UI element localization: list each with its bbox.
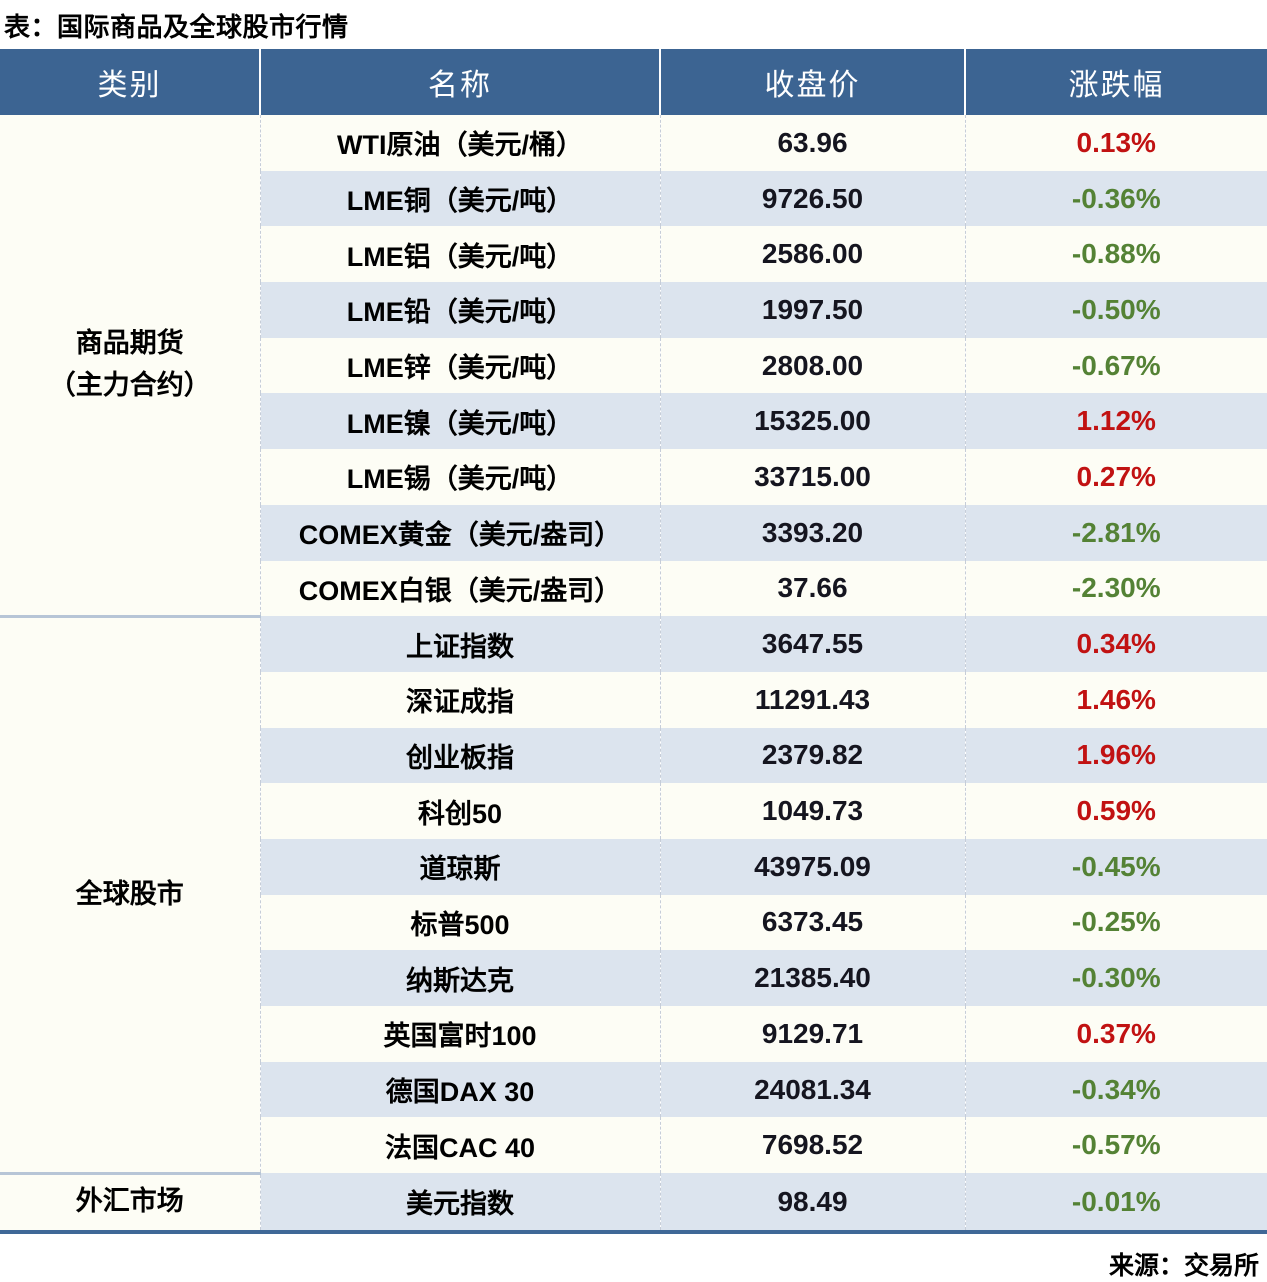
instrument-name: 纳斯达克 <box>259 950 660 1006</box>
close-price: 63.96 <box>659 115 965 171</box>
category-cell: 全球股市 <box>0 616 260 1175</box>
table-row: LME铅（美元/吨） 1997.50 -0.50% <box>0 282 1267 338</box>
change-percent: 1.12% <box>964 393 1267 450</box>
instrument-name: 上证指数 <box>259 616 660 672</box>
change-percent: 0.59% <box>964 783 1267 839</box>
change-percent: -0.34% <box>964 1061 1267 1118</box>
table-row: 创业板指 2379.82 1.96% <box>0 727 1267 784</box>
category-label: （主力合约） <box>48 369 211 400</box>
instrument-name: 科创50 <box>259 783 660 839</box>
close-price: 2586.00 <box>659 226 965 283</box>
close-price: 7698.52 <box>659 1117 965 1174</box>
table-row: LME铜（美元/吨） 9726.50 -0.36% <box>0 170 1267 227</box>
instrument-name: 英国富时100 <box>259 1006 660 1062</box>
instrument-name: 美元指数 <box>259 1173 660 1233</box>
close-price: 2808.00 <box>659 337 965 394</box>
instrument-name: 法国CAC 40 <box>259 1117 660 1174</box>
close-price: 15325.00 <box>659 393 965 450</box>
close-price: 98.49 <box>659 1173 965 1233</box>
category-label: 全球股市 <box>75 878 184 909</box>
instrument-name: LME铜（美元/吨） <box>259 170 660 227</box>
close-price: 21385.40 <box>659 950 965 1006</box>
table-body: 商品期货 （主力合约） WTI原油（美元/桶） 63.96 0.13% LME铜（美元/吨… <box>0 115 1267 1233</box>
close-price: 2379.82 <box>659 727 965 784</box>
close-price: 1049.73 <box>659 783 965 839</box>
close-price: 33715.00 <box>659 449 965 505</box>
table-row: LME锌（美元/吨） 2808.00 -0.67% <box>0 337 1267 394</box>
instrument-name: 标普500 <box>259 894 660 951</box>
change-percent: -0.01% <box>964 1173 1267 1233</box>
change-percent: -0.57% <box>964 1117 1267 1174</box>
column-header-name: 名称 <box>259 49 660 115</box>
close-price: 43975.09 <box>659 838 965 895</box>
change-percent: 0.27% <box>964 449 1267 505</box>
table-row: LME锡（美元/吨） 33715.00 0.27% <box>0 449 1267 505</box>
instrument-name: LME镍（美元/吨） <box>259 393 660 450</box>
close-price: 6373.45 <box>659 894 965 951</box>
instrument-name: 深证成指 <box>259 671 660 728</box>
instrument-name: COMEX白银（美元/盎司） <box>259 560 660 617</box>
table-row: 科创50 1049.73 0.59% <box>0 783 1267 839</box>
table-row: 德国DAX 30 24081.34 -0.34% <box>0 1061 1267 1118</box>
change-percent: -0.45% <box>964 838 1267 895</box>
change-percent: 1.46% <box>964 671 1267 728</box>
column-header-change: 涨跌幅 <box>964 49 1267 115</box>
category-cell: 商品期货 （主力合约） <box>0 115 260 618</box>
table-row: 英国富时100 9129.71 0.37% <box>0 1006 1267 1062</box>
change-percent: -0.30% <box>964 950 1267 1006</box>
table-row: 标普500 6373.45 -0.25% <box>0 894 1267 951</box>
source-note: 来源：交易所 <box>1108 1252 1259 1281</box>
close-price: 9726.50 <box>659 170 965 227</box>
close-price: 24081.34 <box>659 1061 965 1118</box>
instrument-name: COMEX黄金（美元/盎司） <box>259 504 660 561</box>
close-price: 3393.20 <box>659 504 965 561</box>
table-row: 深证成指 11291.43 1.46% <box>0 671 1267 728</box>
close-price: 3647.55 <box>659 616 965 672</box>
change-percent: -0.36% <box>964 170 1267 227</box>
change-percent: -0.88% <box>964 226 1267 283</box>
instrument-name: 道琼斯 <box>259 838 660 895</box>
change-percent: -2.30% <box>964 560 1267 617</box>
table-row: 纳斯达克 21385.40 -0.30% <box>0 950 1267 1006</box>
column-header-category: 类别 <box>0 49 260 115</box>
table-header-row: 类别 名称 收盘价 涨跌幅 <box>0 49 1267 115</box>
change-percent: -0.25% <box>964 894 1267 951</box>
change-percent: 0.37% <box>964 1006 1267 1062</box>
category-label: 外汇市场 <box>75 1186 184 1217</box>
instrument-name: LME铝（美元/吨） <box>259 226 660 283</box>
table-row: 外汇市场 美元指数 98.49 -0.01% <box>0 1173 1267 1233</box>
instrument-name: LME锡（美元/吨） <box>259 449 660 505</box>
page-title: 表：国际商品及全球股市行情 <box>4 12 349 42</box>
change-percent: 0.34% <box>964 616 1267 672</box>
instrument-name: LME锌（美元/吨） <box>259 337 660 394</box>
instrument-name: 创业板指 <box>259 727 660 784</box>
table-row: LME铝（美元/吨） 2586.00 -0.88% <box>0 226 1267 283</box>
change-percent: 0.13% <box>964 115 1267 171</box>
change-percent: 1.96% <box>964 727 1267 784</box>
close-price: 1997.50 <box>659 282 965 338</box>
table-row: COMEX白银（美元/盎司） 37.66 -2.30% <box>0 560 1267 617</box>
column-header-close: 收盘价 <box>659 49 965 115</box>
change-percent: -2.81% <box>964 504 1267 561</box>
change-percent: -0.50% <box>964 282 1267 338</box>
close-price: 37.66 <box>659 560 965 617</box>
table-row: 全球股市 上证指数 3647.55 0.34% <box>0 616 1267 1175</box>
table-row: LME镍（美元/吨） 15325.00 1.12% <box>0 393 1267 450</box>
instrument-name: LME铅（美元/吨） <box>259 282 660 338</box>
table-row: 法国CAC 40 7698.52 -0.57% <box>0 1117 1267 1174</box>
table-row: 商品期货 （主力合约） WTI原油（美元/桶） 63.96 0.13% <box>0 115 1267 618</box>
close-price: 11291.43 <box>659 671 965 728</box>
table-row: COMEX黄金（美元/盎司） 3393.20 -2.81% <box>0 504 1267 561</box>
table-row: 道琼斯 43975.09 -0.45% <box>0 838 1267 895</box>
quotes-table: 类别 名称 收盘价 涨跌幅 商品期货 （主力合约） WTI原油（美元/桶） 63.96… <box>0 49 1267 1235</box>
instrument-name: WTI原油（美元/桶） <box>259 115 660 171</box>
category-label: 商品期货 <box>75 328 184 358</box>
instrument-name: 德国DAX 30 <box>259 1061 660 1118</box>
category-cell: 外汇市场 <box>0 1173 260 1233</box>
change-percent: -0.67% <box>964 337 1267 394</box>
close-price: 9129.71 <box>659 1006 965 1062</box>
